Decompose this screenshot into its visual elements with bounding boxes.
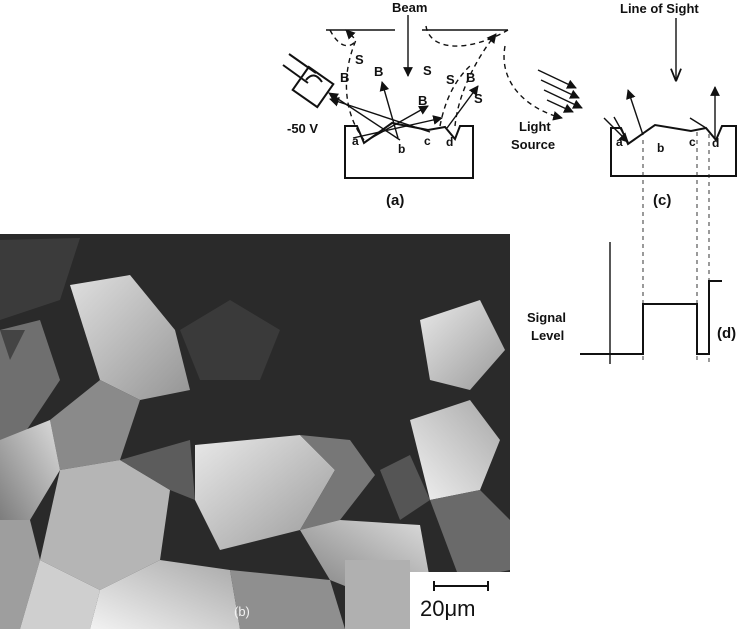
point-a-c: a [616, 135, 623, 149]
panel-d-signal: Signal Level (d) [527, 242, 736, 364]
backscatter-a-far [352, 115, 443, 139]
beam-label: Beam [392, 0, 427, 15]
line-of-sight-label: Line of Sight [620, 1, 699, 16]
detector-icon [282, 53, 335, 109]
point-d: d [446, 135, 453, 149]
label-b-2: B [374, 64, 383, 79]
specimen-block-c [610, 123, 737, 177]
backscatter-d [446, 85, 479, 129]
reflected-ray-b [626, 89, 644, 136]
point-b: b [398, 142, 405, 156]
point-c-c: c [689, 135, 696, 149]
secondary-path-curl [329, 29, 357, 47]
scale-bar-label: 20μm [420, 596, 475, 621]
label-s-4: S [474, 91, 483, 106]
scale-bar-box [410, 572, 510, 629]
secondary-path-left [345, 29, 365, 141]
point-a: a [352, 134, 359, 148]
panel-a-diagram: Beam a b c d -50 V [282, 0, 563, 209]
point-b-c: b [657, 141, 664, 155]
backscatter-a-right [365, 105, 429, 142]
panel-d-label: (d) [717, 325, 736, 342]
backscatter-to-detector-1 [328, 92, 401, 141]
panel-c-diagram: Line of Sight a b c d (c) [603, 1, 737, 364]
label-b-1: B [340, 70, 349, 85]
label-s-2: S [423, 63, 432, 78]
level-label: Level [531, 328, 564, 343]
incident-ray [603, 117, 629, 143]
secondary-path-mid [439, 65, 471, 127]
panel-a-label: (a) [386, 192, 404, 209]
backscatter-to-detector-2 [329, 97, 431, 133]
voltage-label: -50 V [287, 121, 318, 136]
panel-c-label: (c) [653, 192, 671, 209]
point-d-c: d [712, 136, 719, 150]
label-s-1: S [355, 52, 364, 67]
light-label: Light [519, 119, 551, 134]
label-b-3: B [418, 93, 427, 108]
secondary-path-top [425, 25, 509, 47]
reflected-ray-a [613, 116, 629, 143]
signal-label: Signal [527, 310, 566, 325]
secondary-path-right [454, 33, 497, 127]
source-label: Source [511, 137, 555, 152]
point-c: c [424, 134, 431, 148]
panel-b-label: (b) [234, 604, 250, 619]
label-s-3: S [446, 72, 455, 87]
reflected-ray-c [689, 117, 707, 129]
signal-trace [580, 280, 722, 355]
light-source [537, 69, 583, 113]
sem-micrograph: 20μm (b) [0, 234, 510, 629]
secondary-path-out [503, 45, 563, 121]
label-b-4: B [466, 70, 475, 85]
specimen-block [344, 121, 474, 179]
